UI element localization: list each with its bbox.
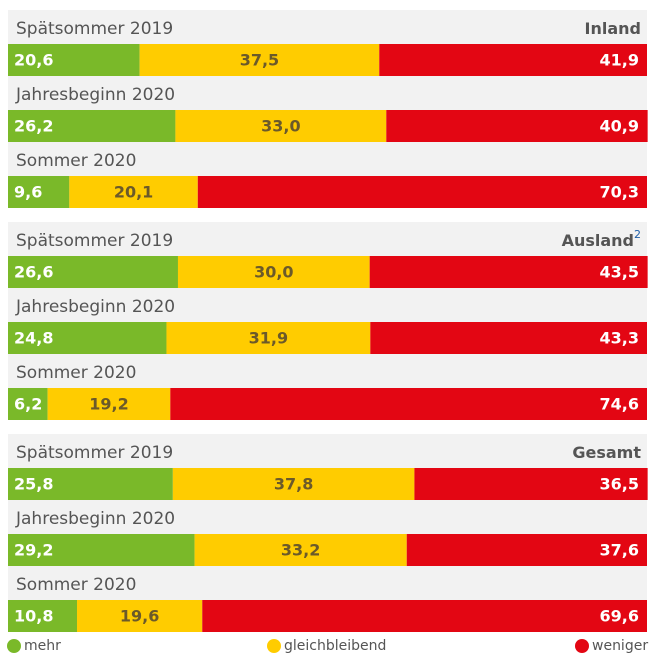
group-title-text: Ausland [562, 231, 634, 250]
value-label: 6,2 [14, 395, 42, 414]
bar-segment [175, 110, 387, 142]
bar-segment [202, 600, 648, 632]
value-label: 25,8 [14, 475, 53, 494]
value-label: 24,8 [14, 329, 53, 348]
bar-segment [369, 256, 648, 288]
value-label: 37,5 [240, 51, 279, 70]
value-label: 36,5 [600, 475, 639, 494]
category-label: Spätsommer 2019 [16, 19, 173, 39]
bar-segment [139, 44, 380, 76]
label-row [8, 354, 647, 388]
value-label: 43,5 [600, 263, 639, 282]
value-label: 69,6 [600, 607, 639, 626]
bar-segment [8, 388, 48, 420]
value-label: 41,9 [600, 51, 639, 70]
value-label: 20,1 [114, 183, 153, 202]
value-label: 37,6 [600, 541, 639, 560]
category-label: Jahresbeginn 2020 [15, 509, 175, 529]
value-label: 10,8 [14, 607, 53, 626]
category-label: Spätsommer 2019 [16, 443, 173, 463]
bar-segment [69, 176, 198, 208]
bar-segment [8, 534, 195, 566]
value-label: 20,6 [14, 51, 53, 70]
legend-label: weniger [592, 638, 648, 654]
bar-segment [379, 44, 647, 76]
group-title: Gesamt [572, 443, 641, 462]
label-row [8, 566, 647, 600]
value-label: 30,0 [254, 263, 293, 282]
bar-segment [414, 468, 648, 500]
bar-segment [8, 110, 176, 142]
label-row [8, 10, 647, 44]
legend-swatch [7, 639, 21, 653]
bar-segment [8, 600, 78, 632]
value-label: 70,3 [600, 183, 639, 202]
bar-segment [8, 322, 167, 354]
bar-segment [47, 388, 171, 420]
legend-swatch [267, 639, 281, 653]
bar-segment [194, 534, 407, 566]
value-label: 31,9 [249, 329, 288, 348]
category-label: Jahresbeginn 2020 [15, 297, 175, 317]
legend-swatch [575, 639, 589, 653]
category-label: Sommer 2020 [16, 363, 136, 383]
label-row [8, 500, 647, 534]
group-title: Ausland2 [562, 228, 641, 250]
value-label: 33,0 [261, 117, 300, 136]
group-title: Inland [585, 19, 641, 38]
value-label: 19,6 [120, 607, 159, 626]
group-title-text: Inland [585, 19, 641, 38]
bar-segment [8, 256, 178, 288]
bar-segment [406, 534, 647, 566]
bar-segment [166, 322, 371, 354]
group-title-sup: 2 [634, 228, 641, 241]
value-label: 40,9 [600, 117, 639, 136]
value-label: 26,2 [14, 117, 53, 136]
value-label: 9,6 [14, 183, 42, 202]
label-row [8, 142, 647, 176]
bar-segment [8, 468, 173, 500]
label-row [8, 434, 647, 468]
value-label: 19,2 [89, 395, 128, 414]
bar-segment [386, 110, 648, 142]
category-label: Sommer 2020 [16, 575, 136, 595]
value-label: 26,6 [14, 263, 53, 282]
value-label: 43,3 [600, 329, 639, 348]
legend-label: gleichbleibend [284, 638, 386, 654]
value-label: 33,2 [281, 541, 320, 560]
bar-segment [172, 468, 415, 500]
category-label: Spätsommer 2019 [16, 231, 173, 251]
legend-label: mehr [24, 638, 61, 654]
label-row [8, 76, 647, 110]
bar-segment [197, 176, 647, 208]
bar-segment [77, 600, 203, 632]
bar-segment [170, 388, 647, 420]
value-label: 74,6 [600, 395, 639, 414]
bar-segment [8, 176, 70, 208]
label-row [8, 222, 647, 256]
value-label: 37,8 [274, 475, 313, 494]
bar-segment [370, 322, 647, 354]
value-label: 29,2 [14, 541, 53, 560]
category-label: Jahresbeginn 2020 [15, 85, 175, 105]
label-row [8, 288, 647, 322]
bar-segment [177, 256, 370, 288]
category-label: Sommer 2020 [16, 151, 136, 171]
bar-segment [8, 44, 140, 76]
group-title-text: Gesamt [572, 443, 641, 462]
